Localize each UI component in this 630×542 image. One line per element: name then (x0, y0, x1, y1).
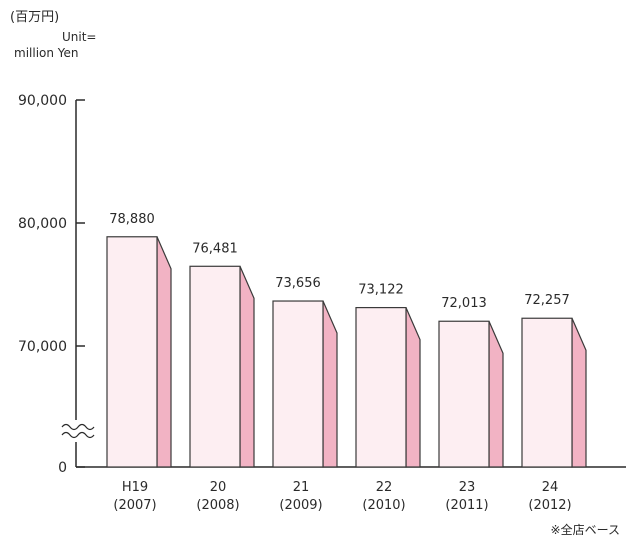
bar-value-label: 76,481 (192, 241, 238, 256)
bar (355, 306, 407, 468)
x-tick-label: 21 (293, 480, 310, 495)
y-tick-label: 0 (58, 460, 67, 476)
x-tick-label-year: (2008) (196, 498, 239, 513)
axis-break-wave (61, 431, 95, 439)
bar-value-label: 72,257 (524, 293, 570, 308)
axis-break-mask (60, 420, 92, 442)
bar-value-label: 78,880 (109, 212, 155, 227)
y-tick-label: 80,000 (18, 216, 67, 232)
x-tick-label-year: (2007) (113, 498, 156, 513)
bar-side (239, 266, 255, 468)
x-tick-label-year: (2010) (362, 498, 405, 513)
y-tick-label: 70,000 (18, 339, 67, 355)
unit-label-en-line2: million Yen (14, 46, 79, 60)
x-tick-label: 24 (542, 480, 559, 495)
footnote: ※全店ベース (550, 523, 620, 537)
bar-side (156, 236, 172, 468)
bar-side (322, 300, 338, 468)
y-tick-label: 90,000 (18, 93, 67, 109)
bar (521, 317, 573, 468)
bar-value-label: 73,122 (358, 283, 404, 298)
bar (189, 265, 241, 468)
x-tick-label-year: (2009) (279, 498, 322, 513)
bar (438, 320, 490, 468)
x-tick-label-year: (2012) (528, 498, 571, 513)
x-tick-label: 23 (459, 480, 476, 495)
bar-side (488, 320, 504, 468)
x-tick-label: H19 (122, 480, 148, 495)
bar (272, 300, 324, 468)
bar-side (571, 317, 587, 468)
bar-value-label: 73,656 (275, 276, 321, 291)
bar (106, 236, 158, 468)
x-tick-label-year: (2011) (445, 498, 488, 513)
axis-break-wave (61, 423, 95, 431)
unit-label-jp: (百万円) (10, 10, 60, 25)
bar-side (405, 307, 421, 468)
bar-value-label: 72,013 (441, 296, 487, 311)
x-tick-label: 20 (210, 480, 227, 495)
x-tick-label: 22 (376, 480, 393, 495)
unit-label-en-line1: Unit= (62, 30, 97, 44)
